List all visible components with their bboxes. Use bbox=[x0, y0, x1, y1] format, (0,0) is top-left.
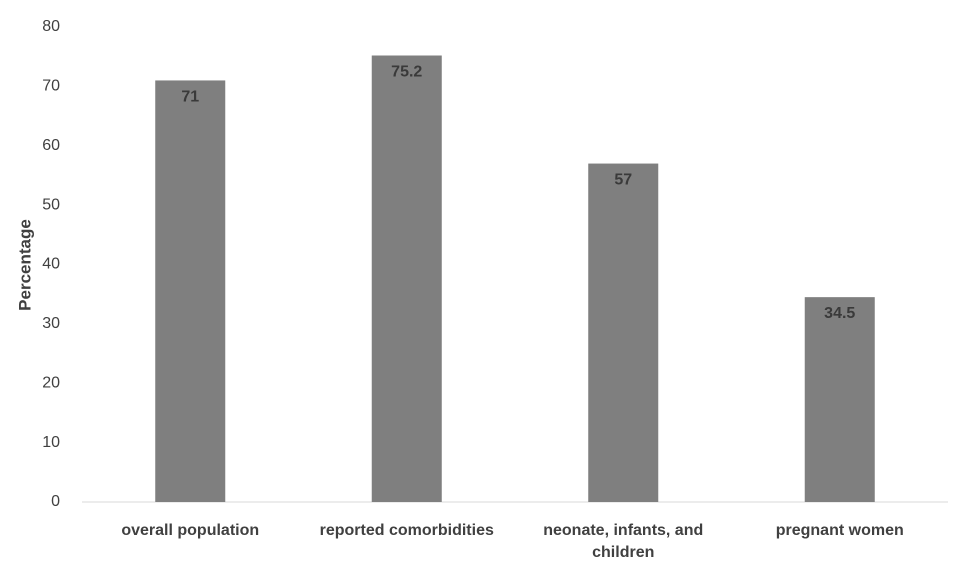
x-category-label: children bbox=[592, 544, 654, 561]
x-category-label: reported comorbidities bbox=[320, 522, 494, 539]
bar bbox=[155, 80, 226, 502]
y-axis-ticks: 0 10 20 30 40 50 60 70 80 bbox=[42, 18, 60, 510]
y-tick-label: 10 bbox=[42, 434, 60, 451]
bar bbox=[804, 297, 875, 502]
x-category-label: neonate, infants, and bbox=[543, 522, 703, 539]
data-label: 57 bbox=[614, 172, 632, 189]
y-tick-label: 50 bbox=[42, 196, 60, 213]
data-label: 71 bbox=[181, 88, 199, 105]
x-category-label: pregnant women bbox=[776, 522, 904, 539]
y-tick-label: 20 bbox=[42, 374, 60, 391]
data-label: 75.2 bbox=[391, 64, 422, 81]
y-tick-label: 0 bbox=[51, 493, 60, 510]
y-tick-label: 30 bbox=[42, 315, 60, 332]
y-tick-label: 80 bbox=[42, 18, 60, 35]
y-axis-title-group: Percentage bbox=[15, 219, 34, 311]
bar bbox=[588, 163, 659, 502]
y-axis-title: Percentage bbox=[15, 219, 34, 311]
bar bbox=[371, 55, 442, 502]
y-tick-label: 60 bbox=[42, 137, 60, 154]
x-axis-category-labels: overall population reported comorbidities… bbox=[121, 522, 903, 561]
data-label: 34.5 bbox=[824, 305, 855, 322]
y-tick-label: 70 bbox=[42, 78, 60, 95]
x-category-label: overall population bbox=[121, 522, 259, 539]
data-labels: 71 75.2 57 34.5 bbox=[181, 64, 855, 323]
y-tick-label: 40 bbox=[42, 256, 60, 273]
bars bbox=[155, 55, 875, 502]
